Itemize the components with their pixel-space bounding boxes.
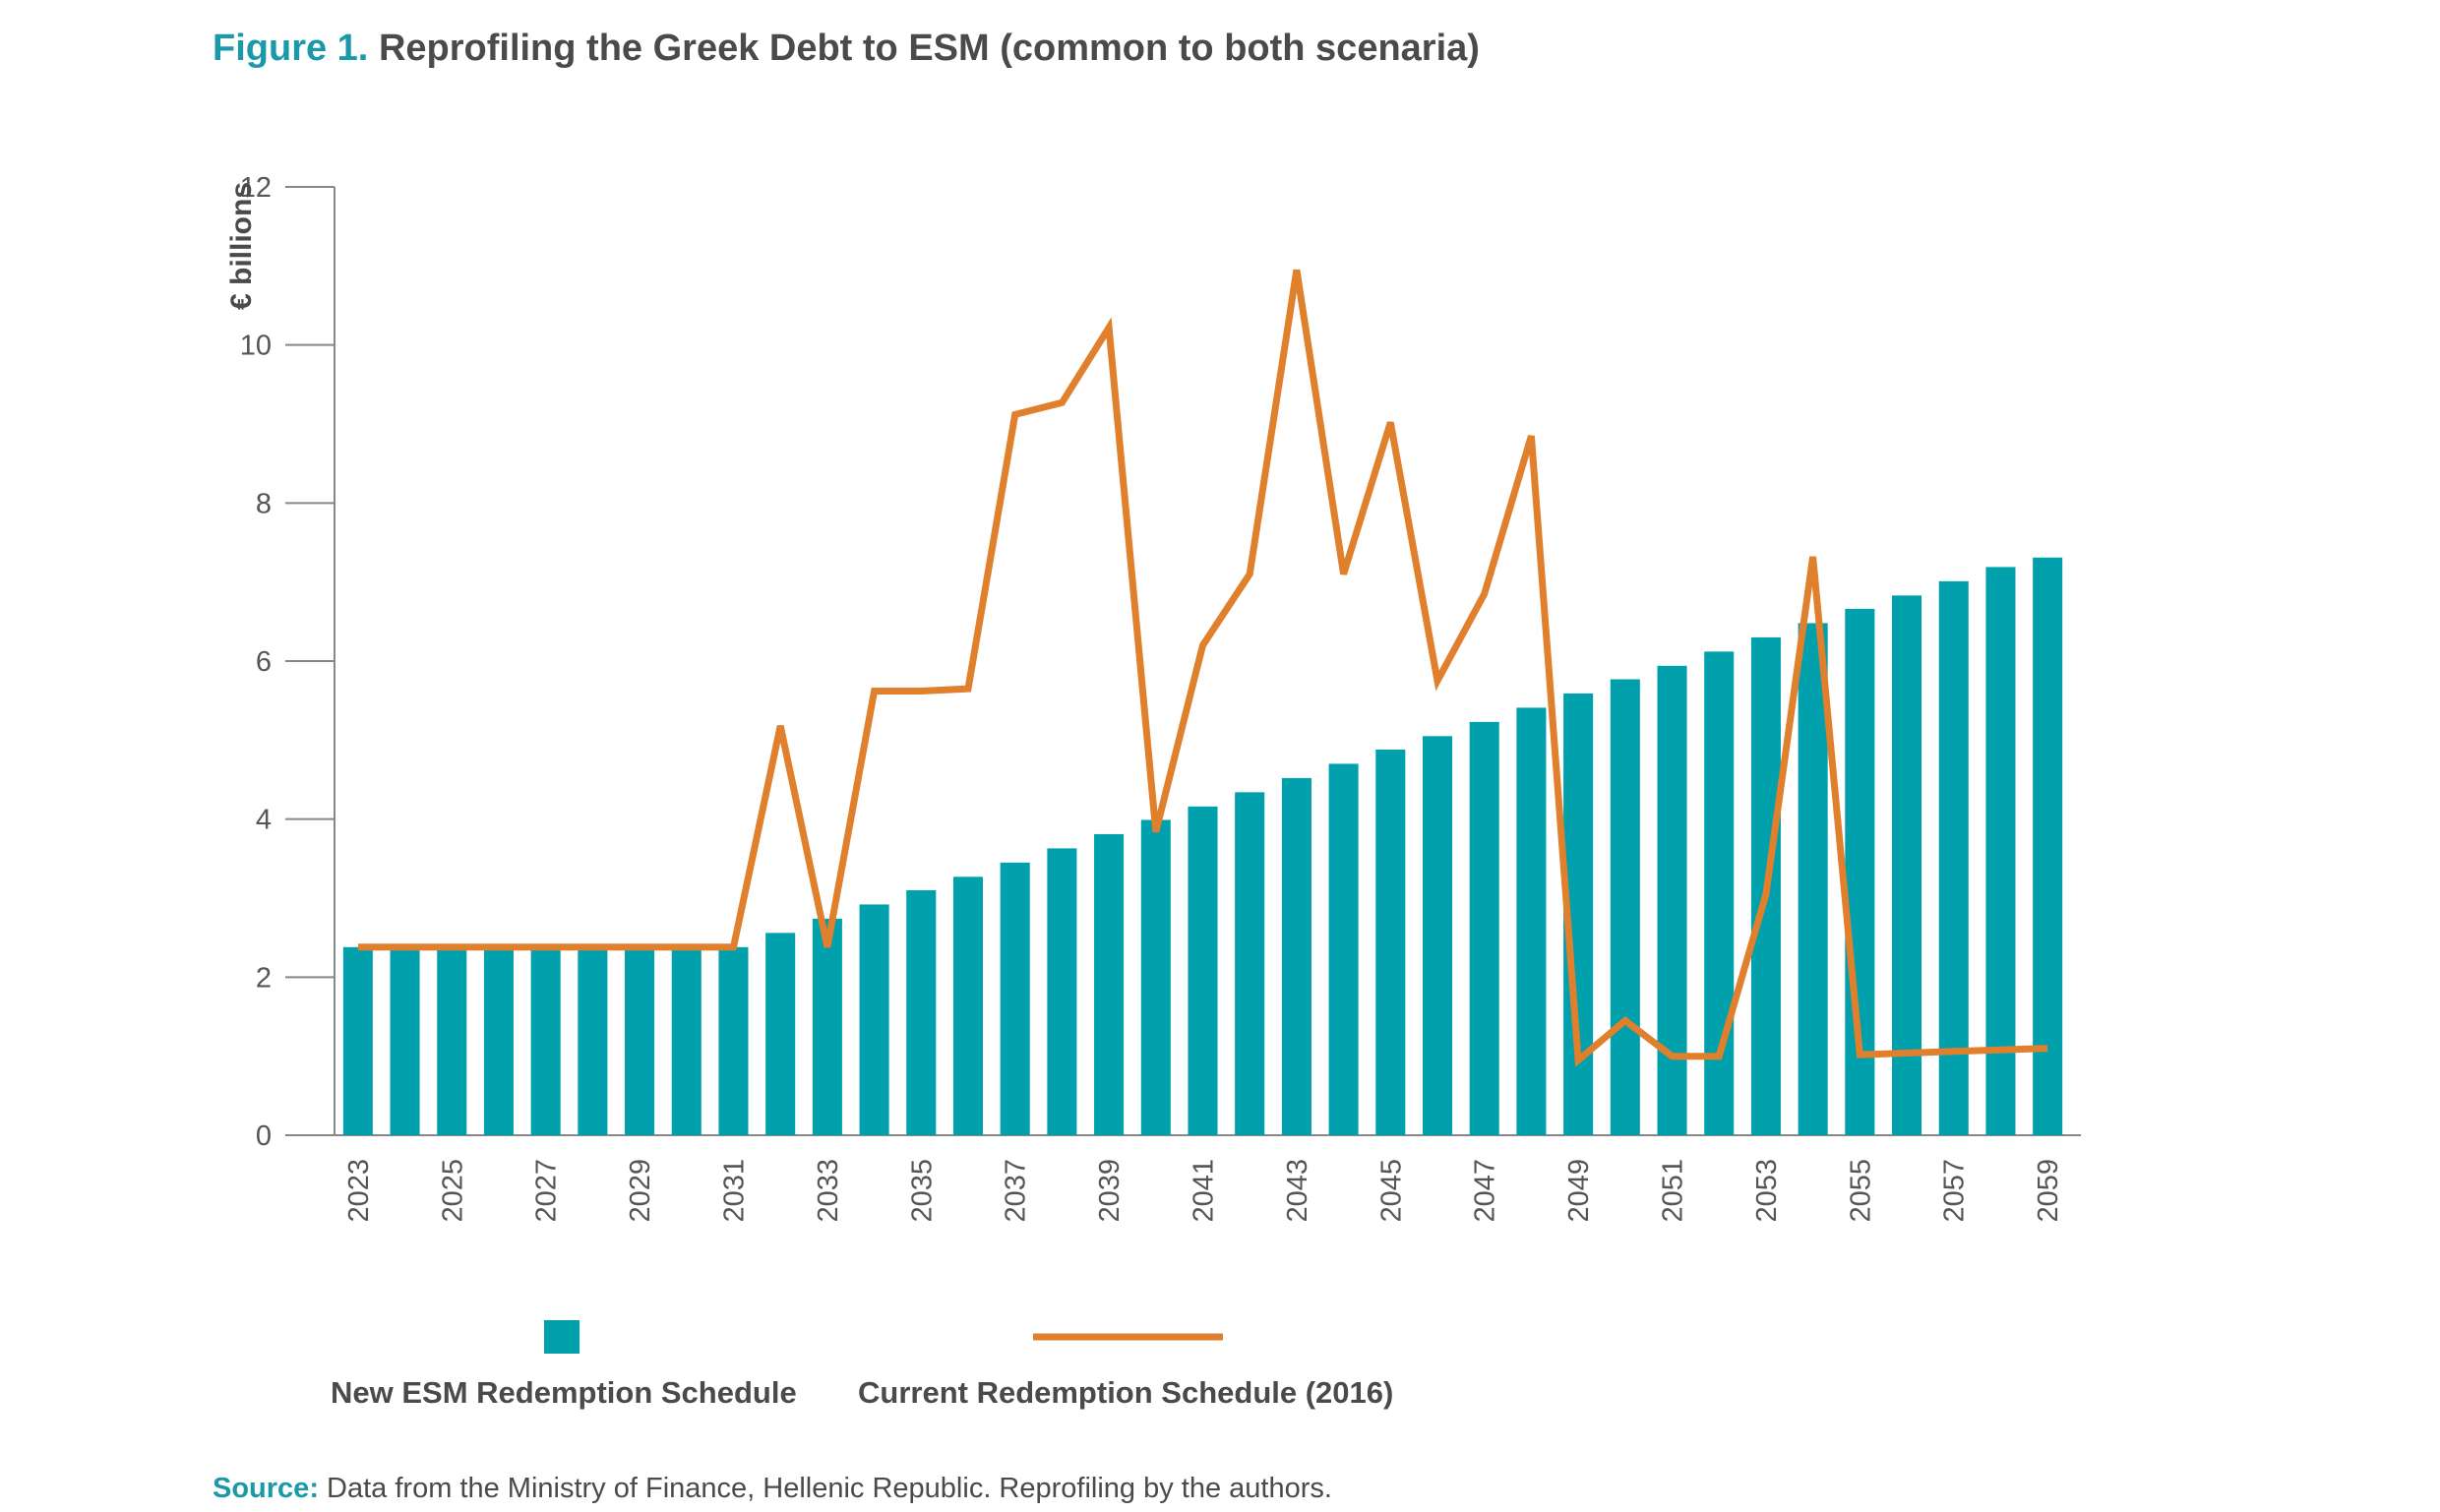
bar xyxy=(1000,862,1030,1135)
x-tick-label: 2049 xyxy=(1563,1159,1595,1223)
bar xyxy=(952,877,984,1135)
figure-label: Figure 1. xyxy=(213,28,369,69)
x-tick-labels: 2023 2025 2027 2029 2031 2033 2035 2037 2039 2041… xyxy=(343,1159,2064,1223)
x-tick-label: 2053 xyxy=(1751,1159,1783,1223)
x-tick-label: 2027 xyxy=(531,1159,563,1223)
y-tick-label: 6 xyxy=(256,646,272,678)
x-tick-label: 2047 xyxy=(1470,1159,1501,1223)
series-line xyxy=(357,269,2048,1067)
x-tick-label: 2031 xyxy=(718,1159,750,1223)
bar xyxy=(671,946,702,1135)
bar xyxy=(390,946,420,1135)
bar xyxy=(1281,777,1312,1135)
x-tick-label: 2039 xyxy=(1094,1159,1126,1223)
bar xyxy=(1704,651,1735,1135)
x-tick-label: 2059 xyxy=(2033,1159,2064,1223)
bar xyxy=(1375,749,1406,1135)
bar xyxy=(1047,848,1077,1135)
bar xyxy=(1516,707,1547,1135)
bar xyxy=(1422,736,1453,1135)
bar xyxy=(1094,833,1125,1135)
y-tick-label: 4 xyxy=(256,805,272,836)
y-tick-label: 2 xyxy=(256,962,272,994)
bar xyxy=(1328,763,1359,1135)
bar xyxy=(1188,806,1218,1135)
line-series xyxy=(357,269,2048,1067)
x-tick-label: 2045 xyxy=(1375,1159,1407,1223)
x-tick-label: 2033 xyxy=(813,1159,844,1223)
bar xyxy=(1610,679,1640,1135)
y-tick-label: 10 xyxy=(240,331,272,362)
bar xyxy=(437,946,467,1135)
y-axis-title: € billions xyxy=(225,182,258,310)
legend-bar-swatch xyxy=(544,1320,580,1354)
bar xyxy=(530,946,561,1135)
x-tick-label: 2025 xyxy=(437,1159,468,1223)
bar xyxy=(625,946,655,1135)
bar xyxy=(578,946,608,1135)
bar xyxy=(812,918,842,1135)
bar xyxy=(483,946,514,1135)
bar xyxy=(1657,665,1687,1135)
x-tick-label: 2041 xyxy=(1189,1159,1220,1223)
bar xyxy=(1469,721,1499,1135)
y-tick-labels: 0 2 4 6 8 10 12 xyxy=(240,172,272,1152)
bar xyxy=(718,946,749,1135)
figure-title: Figure 1. Reprofiling the Greek Debt to … xyxy=(213,28,1480,70)
x-tick-label: 2029 xyxy=(625,1159,656,1223)
bar xyxy=(1985,567,2016,1135)
x-tick-label: 2055 xyxy=(1845,1159,1876,1223)
x-tick-label: 2051 xyxy=(1658,1159,1689,1223)
bar xyxy=(1938,580,1969,1135)
bar xyxy=(1235,792,1265,1135)
x-tick-label: 2057 xyxy=(1939,1159,1971,1223)
source-label: Source: xyxy=(213,1473,319,1504)
x-tick-label: 2023 xyxy=(343,1159,375,1223)
source-note: Source: Data from the Ministry of Financ… xyxy=(213,1473,1332,1505)
bar xyxy=(2033,557,2063,1135)
bar xyxy=(906,889,937,1135)
y-tick-label: 8 xyxy=(256,488,272,519)
source-text: Data from the Ministry of Finance, Helle… xyxy=(327,1473,1332,1504)
x-tick-label: 2037 xyxy=(1001,1159,1032,1223)
bar xyxy=(765,933,796,1135)
y-tick-label: 0 xyxy=(256,1120,272,1152)
x-tick-label: 2035 xyxy=(906,1159,938,1223)
bar xyxy=(1798,623,1828,1135)
x-tick-label: 2043 xyxy=(1282,1159,1313,1223)
legend: New ESM Redemption Schedule Current Rede… xyxy=(331,1320,1393,1410)
y-tick-label: 12 xyxy=(240,172,272,204)
legend-line-label: Current Redemption Schedule (2016) xyxy=(858,1375,1393,1410)
legend-bar-label: New ESM Redemption Schedule xyxy=(331,1375,797,1410)
bar xyxy=(342,946,373,1135)
bar xyxy=(1892,595,1922,1135)
bar xyxy=(859,904,889,1135)
figure-title-text: Reprofiling the Greek Debt to ESM (commo… xyxy=(378,28,1480,69)
bar-series xyxy=(342,557,2063,1135)
bar xyxy=(1140,819,1171,1135)
